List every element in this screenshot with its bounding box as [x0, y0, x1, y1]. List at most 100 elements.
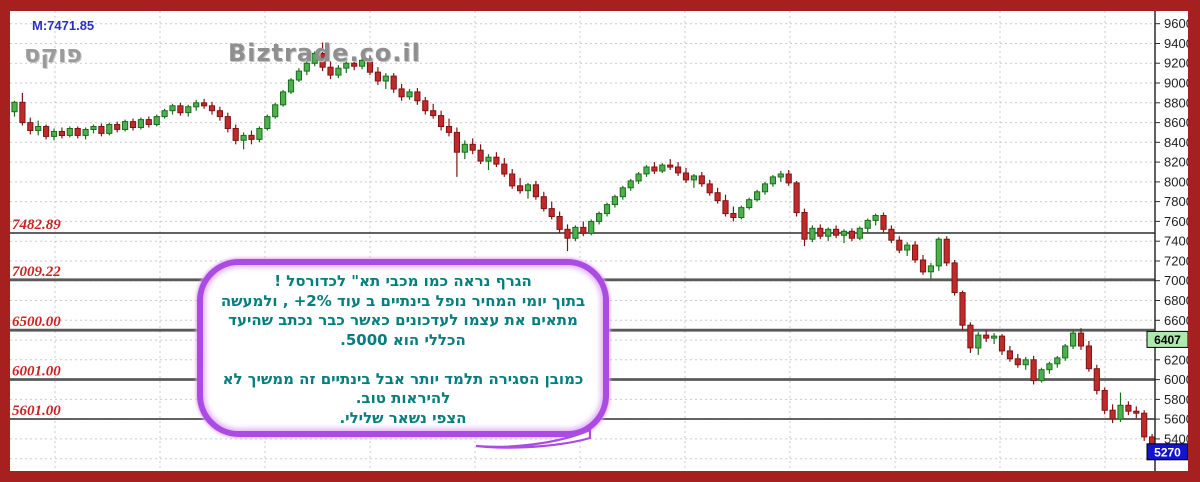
- candle: [1022, 359, 1029, 366]
- candle: [469, 143, 476, 151]
- candle: [106, 124, 113, 134]
- axis-tick-label: 5400: [1164, 431, 1188, 446]
- candle: [185, 106, 192, 114]
- site-watermark: Biztrade.co.il: [228, 39, 421, 67]
- candle: [809, 227, 816, 240]
- candle: [738, 207, 745, 219]
- axis-tick-label: 6600: [1164, 313, 1188, 328]
- candle: [35, 126, 42, 131]
- axis-tick-label: 7400: [1164, 234, 1188, 249]
- candle: [453, 131, 460, 153]
- candle: [1070, 332, 1077, 347]
- candle: [43, 126, 50, 137]
- candle: [524, 184, 532, 192]
- axis-tick-label: 9200: [1164, 56, 1188, 71]
- candle: [248, 134, 255, 140]
- candle: [746, 199, 753, 209]
- candle: [122, 121, 129, 130]
- candle: [785, 173, 792, 184]
- candle: [145, 119, 152, 125]
- candle: [232, 128, 239, 141]
- candle: [1093, 368, 1100, 391]
- candle: [596, 213, 603, 222]
- candle: [564, 228, 571, 239]
- price-tag-value: 6407: [1154, 333, 1181, 347]
- candle: [951, 262, 958, 294]
- annotation-line: הגרף נראה כמו מכבי תא" לכדורסל !: [274, 272, 532, 290]
- candle: [588, 220, 595, 234]
- candle: [359, 59, 366, 67]
- candle: [904, 244, 911, 251]
- candle: [761, 183, 769, 193]
- candle: [19, 101, 26, 124]
- candle: [74, 128, 81, 136]
- candle: [319, 52, 326, 68]
- candle: [896, 239, 903, 251]
- candle: [422, 100, 429, 112]
- candle: [327, 66, 334, 76]
- candle: [1141, 412, 1148, 438]
- candle: [722, 200, 729, 215]
- candle: [690, 175, 697, 181]
- candle: [280, 91, 287, 106]
- candle: [769, 176, 776, 185]
- candle: [840, 230, 848, 236]
- candle: [177, 105, 184, 114]
- candle: [1030, 359, 1037, 382]
- axis-tick-label: 8600: [1164, 115, 1188, 130]
- candle: [580, 226, 587, 234]
- candle: [58, 131, 65, 136]
- candle: [1006, 350, 1013, 360]
- candle: [817, 227, 824, 237]
- candle: [983, 334, 990, 339]
- candle: [643, 166, 650, 175]
- level-price-label: 7009.22: [12, 264, 61, 280]
- candle: [556, 216, 563, 230]
- level-price-label: 5601.00: [12, 403, 61, 419]
- candlestick-chart[interactable]: 7482.897009.226500.006001.005601.0096009…: [10, 11, 1188, 471]
- candle: [833, 228, 840, 236]
- candle: [295, 70, 302, 81]
- level-price-label: 6001.00: [12, 364, 61, 380]
- candle: [414, 91, 421, 102]
- candle: [856, 227, 863, 239]
- axis-tick-label: 6800: [1164, 293, 1188, 308]
- candle: [153, 116, 160, 125]
- candle: [611, 196, 618, 206]
- candle: [66, 128, 73, 136]
- candle: [991, 335, 998, 339]
- candle: [303, 62, 310, 72]
- annotation-line: בתוך יומי המחיר נופל בינתיים ב עוד ‎+2%‎…: [220, 291, 586, 310]
- bubble-tail-icon: [475, 429, 592, 449]
- candle: [667, 164, 674, 168]
- candle: [216, 110, 224, 118]
- candle: [912, 244, 919, 261]
- axis-tick-label: 5600: [1164, 412, 1188, 427]
- candle: [754, 191, 761, 201]
- axis-tick-label: 8800: [1164, 95, 1188, 110]
- candle: [264, 116, 271, 129]
- candle: [485, 156, 492, 162]
- candle: [975, 334, 982, 349]
- axis-tick-label: 8000: [1164, 174, 1188, 189]
- axis-tick-label: 5800: [1164, 392, 1188, 407]
- candle: [603, 204, 611, 215]
- candle: [919, 259, 927, 273]
- candle: [1125, 404, 1132, 412]
- candle: [540, 196, 547, 210]
- candle: [287, 79, 295, 93]
- candle: [635, 173, 642, 182]
- candle: [1014, 358, 1021, 366]
- price-tag-value: 5270: [1154, 445, 1181, 459]
- candle: [706, 183, 713, 194]
- candle: [311, 52, 318, 64]
- candle: [1038, 369, 1045, 382]
- candle: [627, 180, 634, 189]
- axis-tick-label: 8200: [1164, 155, 1188, 170]
- candle: [129, 121, 137, 128]
- candle: [517, 185, 524, 192]
- candle: [659, 164, 666, 172]
- candles: [11, 42, 1156, 454]
- candle: [493, 156, 500, 165]
